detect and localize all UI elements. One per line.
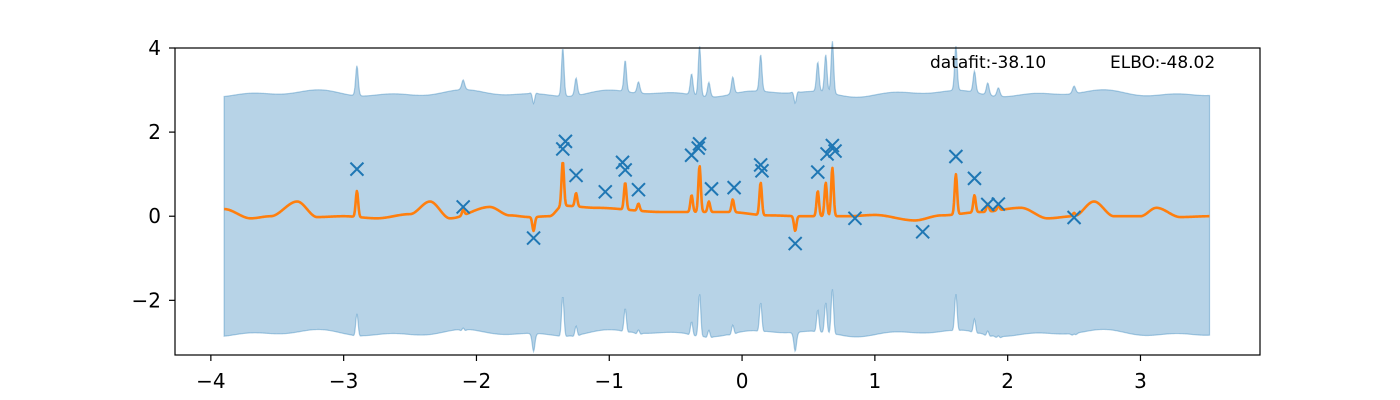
data-point [991,196,1006,212]
plot-area [223,41,1211,354]
data-point [704,181,719,197]
data-point [558,134,573,149]
data-point [349,161,365,177]
x-tick-label: 2 [1001,369,1014,393]
y-tick-label: −2 [132,288,161,312]
datafit-annotation: datafit:-38.10 [930,53,1046,73]
x-tick-label: 3 [1134,369,1147,393]
data-point [691,140,706,156]
data-point [754,163,770,179]
data-point [526,230,541,246]
mean-line [223,161,1211,233]
data-point [847,211,863,226]
data-point [568,168,584,183]
y-tick-label: 2 [148,120,161,144]
axes-frame [174,47,1261,356]
confidence-band [223,41,1211,354]
x-tick-label: −2 [462,369,491,393]
data-point [948,149,964,164]
x-tick-label: 0 [736,369,749,393]
data-point [455,199,471,215]
data-point [617,162,633,178]
data-point [787,236,803,251]
x-tick-label: −3 [329,369,358,393]
data-point [827,143,843,159]
data-point [598,184,613,200]
x-axis: −4 −3 −2 −1 0 1 2 3 [196,355,1147,393]
data-point [810,164,825,180]
data-point [967,171,982,186]
y-axis: −2 0 2 4 [132,36,175,312]
y-tick-label: 4 [148,36,161,60]
elbo-annotation: ELBO:-48.02 [1110,53,1215,73]
data-point [726,180,742,195]
y-tick-label: 0 [148,204,161,228]
data-point [555,141,570,157]
data-point [692,136,707,152]
x-tick-label: −1 [595,369,624,393]
data-point [615,155,630,170]
x-tick-label: −4 [196,369,225,393]
data-point [753,157,768,173]
data-point [819,146,835,162]
data-point [915,224,930,239]
data-point [631,182,646,197]
x-tick-label: 1 [869,369,882,393]
observation-points [349,134,1082,251]
data-point [1066,210,1082,225]
data-point [980,197,995,212]
